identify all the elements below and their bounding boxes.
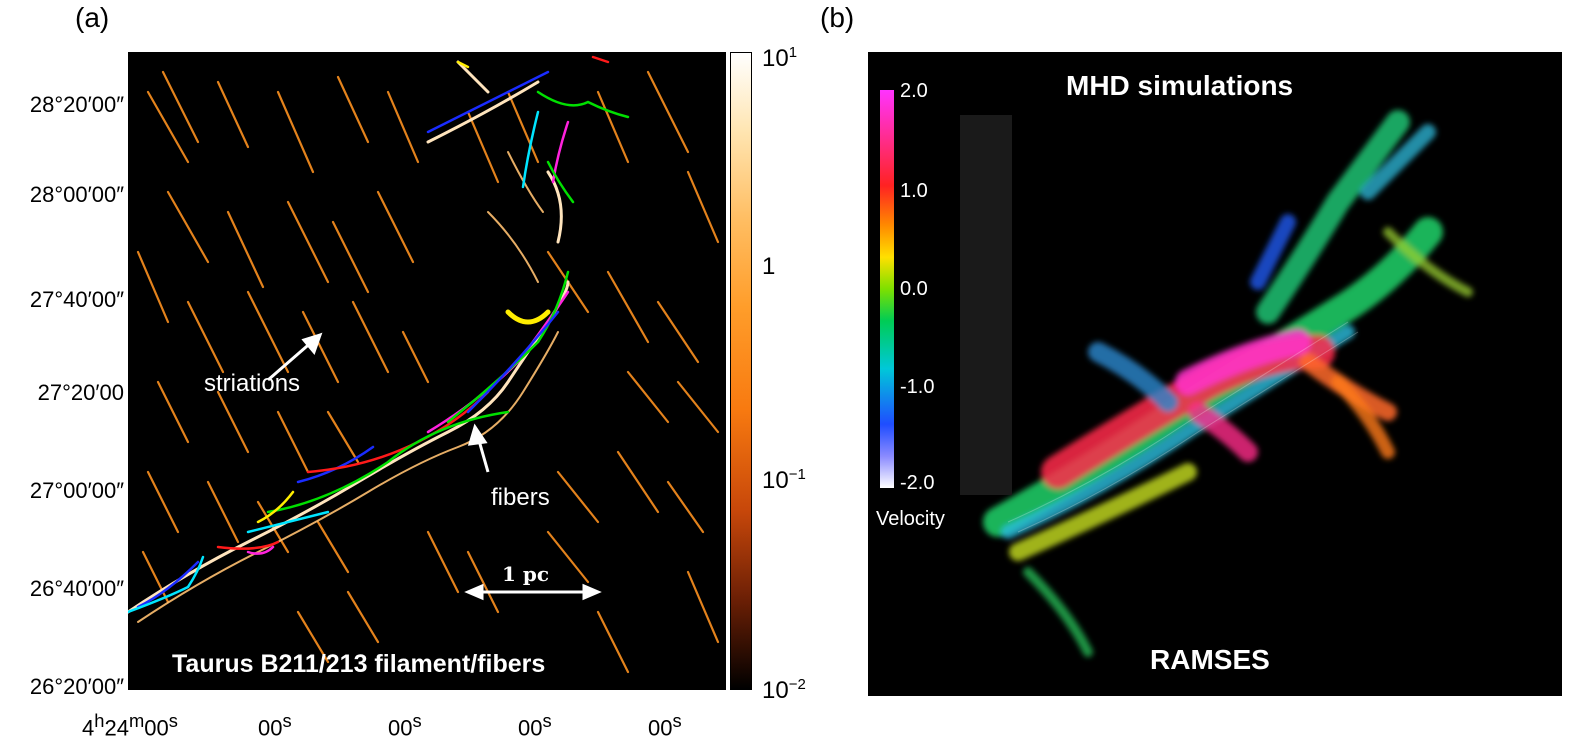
velocity-tick: -1.0: [900, 376, 935, 398]
y-tick-label: 26°40′00″: [29, 576, 124, 601]
colorbar-tick: 101: [762, 44, 798, 72]
x-tick-label: 00s: [258, 710, 292, 741]
taurus-filament-map: striations fibers 1 pc Taurus B211/213 f…: [128, 52, 726, 690]
simulation-title: MHD simulations: [1066, 70, 1294, 101]
x-tick-label: 00s: [518, 710, 552, 741]
y-tick-label: 28°20′00″: [29, 92, 124, 117]
y-tick-label: 27°00′00″: [29, 478, 124, 503]
density-colorbar: [730, 52, 752, 690]
velocity-tick: 2.0: [900, 80, 928, 102]
striations-annotation: striations: [204, 370, 301, 397]
x-tick-label: 4h24m00s: [82, 710, 178, 741]
simulation-footer: RAMSES: [1150, 644, 1270, 675]
velocity-tick: 0.0: [900, 278, 928, 300]
colorbar-tick: 1: [762, 253, 776, 280]
panel-a-label: (a): [75, 2, 110, 33]
panel-b-label: (b): [820, 2, 855, 33]
x-tick-label: 00s: [388, 710, 422, 741]
y-tick-label: 27°40′00″: [29, 287, 124, 312]
velocity-tick: 1.0: [900, 180, 928, 202]
colorbar-tick: 10−1: [762, 466, 806, 494]
x-tick-label: 00s: [648, 710, 682, 741]
map-title: Taurus B211/213 filament/fibers: [172, 650, 546, 678]
velocity-label: Velocity: [876, 508, 945, 530]
map-canvas: [128, 55, 720, 674]
velocity-colorbar: [880, 90, 894, 488]
y-tick-label: 26°20′00″: [29, 674, 124, 699]
y-tick-label: 27°20′00: [37, 380, 124, 405]
velocity-tick: -2.0: [900, 472, 935, 494]
simulation-canvas: [983, 110, 1473, 657]
colorbar-tick: 10−2: [762, 676, 806, 704]
y-tick-label: 28°00′00″: [29, 182, 124, 207]
faint-panel-shadow: [960, 115, 1012, 495]
scale-bar-label: 1 pc: [502, 562, 550, 586]
fibers-annotation: fibers: [491, 484, 550, 511]
